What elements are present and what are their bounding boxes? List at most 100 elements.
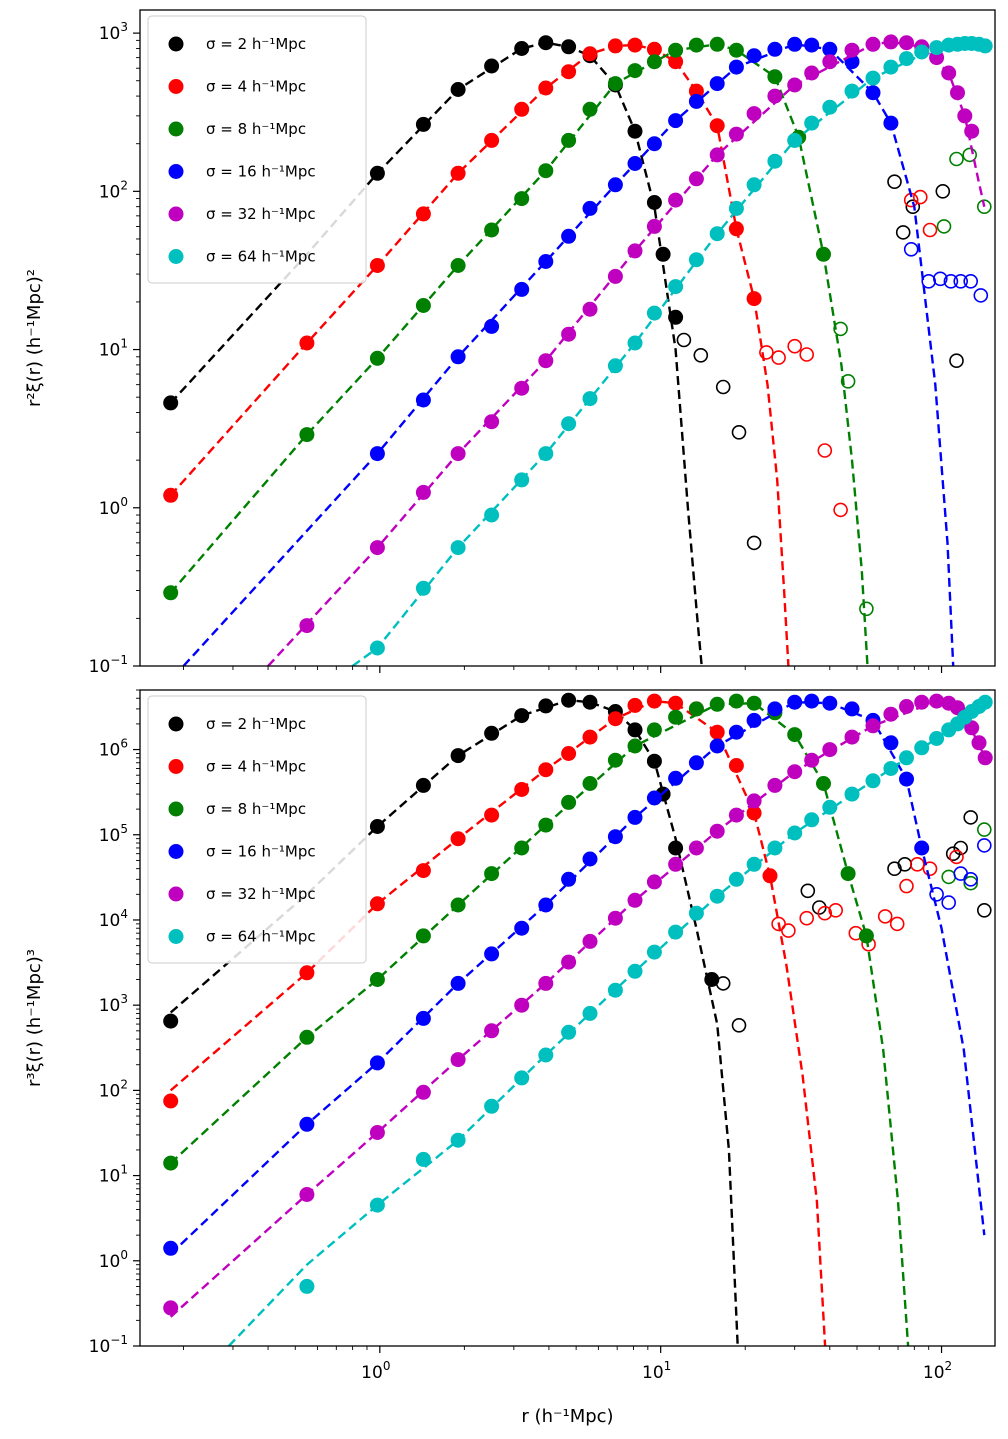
data-point-positive [582,391,598,407]
data-point-positive [607,268,623,284]
legend-label: σ = 4 h⁻¹Mpc [206,758,306,776]
data-point-positive [668,856,684,872]
data-point-positive [369,1125,385,1140]
data-point-positive [415,392,431,408]
data-point-negative [693,347,709,363]
data-point-positive [415,928,431,944]
data-point-positive [415,1010,431,1026]
data-point-positive [646,944,662,960]
data-point-negative [949,151,964,167]
data-point-positive [415,580,431,596]
data-point-positive [767,701,783,717]
data-point-negative [963,875,979,891]
data-point-positive [582,933,598,949]
data-point-positive [484,946,500,962]
data-point-positive [582,1005,598,1021]
data-point-positive [538,975,554,991]
data-point-positive [709,696,725,712]
data-point-positive [646,874,662,890]
data-point-positive [688,171,704,187]
data-point-positive [746,106,762,122]
data-point-positive [728,42,744,58]
data-point-positive [627,697,643,713]
data-point-positive [704,972,720,987]
legend-item: σ = 4 h⁻¹Mpc [168,78,306,96]
data-point-positive [582,101,598,117]
data-point-positive [299,1029,315,1045]
data-point-positive [746,291,762,307]
data-point-positive [822,99,838,115]
legend-item: σ = 16 h⁻¹Mpc [168,843,316,861]
legend-marker [168,716,184,732]
legend-item: σ = 64 h⁻¹Mpc [168,928,316,946]
data-point-positive [607,711,623,727]
legend-item: σ = 2 h⁻¹Mpc [168,715,306,733]
data-point-positive [709,76,725,92]
y-axis: 10−1 100 101 102 103 104 105 106 [89,689,140,1357]
x-axis [183,666,943,673]
data-point-positive [538,163,554,179]
data-point-positive [607,752,623,768]
data-point-positive [822,41,838,57]
data-point-positive [484,866,500,882]
data-point-negative [889,916,905,932]
legend-item: σ = 4 h⁻¹Mpc [168,758,306,776]
legend-label: σ = 8 h⁻¹Mpc [206,800,306,818]
data-point-negative [929,886,944,902]
data-point-positive [627,243,643,259]
data-point-negative [903,242,919,257]
data-point-positive [299,1278,315,1294]
data-point-positive [865,85,881,101]
data-point-positive [844,729,860,745]
data-point-positive [415,298,431,313]
legend-marker [168,164,184,179]
data-point-positive [865,718,881,734]
model-curve [169,700,986,1255]
data-point-positive [914,44,930,60]
panel-top: 10−1 100 101 102 103 r²ξ(r) (h⁻¹Mpc)² σ = 2 h⁻… [24,9,996,677]
series-32-h-mpc [163,693,993,1318]
data-point-positive [762,868,778,884]
data-point-positive [561,228,577,244]
data-point-positive [538,35,554,51]
data-point-positive [668,192,684,208]
data-point-positive [627,63,643,79]
data-point-negative [731,424,747,440]
data-point-positive [415,206,431,222]
data-point-positive [582,729,598,745]
data-point-positive [561,64,577,80]
data-point-positive [163,1240,179,1256]
data-point-positive [899,750,914,766]
legend: σ = 2 h⁻¹Mpc σ = 4 h⁻¹Mpc σ = 8 h⁻¹Mpc σ = … [147,15,367,284]
data-point-positive [767,840,783,856]
data-point-negative [715,976,731,991]
data-point-positive [514,191,530,207]
data-point-positive [627,123,643,139]
data-point-negative [840,373,856,389]
data-point-positive [646,195,662,210]
series-8-h-mpc [163,36,992,666]
legend-label: σ = 8 h⁻¹Mpc [206,120,306,138]
data-point-positive [728,200,744,216]
data-point-positive [804,693,820,709]
data-point-positive [582,776,598,791]
data-point-positive [883,735,899,751]
data-point-positive [914,740,930,756]
data-point-positive [450,897,466,913]
y-tick-label: 106 [99,737,128,761]
data-point-positive [728,871,744,887]
data-point-positive [415,1084,431,1100]
data-point-positive [561,746,577,761]
data-point-negative [941,895,957,910]
data-point-positive [646,722,662,738]
data-point-positive [538,897,554,913]
data-point-positive [627,37,643,53]
data-point-positive [163,487,179,503]
data-point-negative [887,174,902,189]
data-point-positive [865,70,881,86]
data-point-positive [728,126,744,142]
data-point-positive [369,896,385,912]
data-point-positive [668,279,684,295]
data-point-positive [627,963,643,979]
data-point-positive [514,472,530,488]
